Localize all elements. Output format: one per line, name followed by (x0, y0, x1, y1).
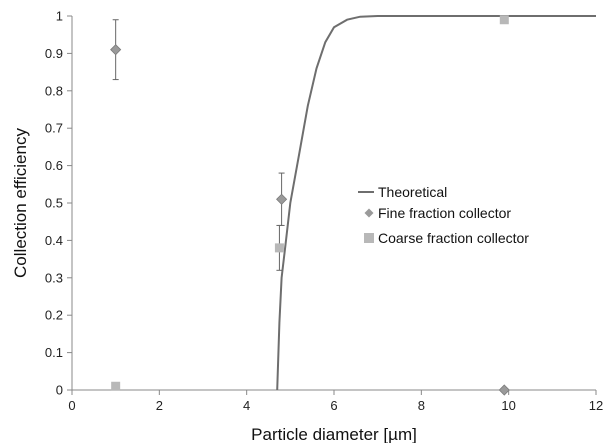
legend-swatch-coarse (364, 233, 374, 243)
legend: Theoretical Fine fraction collector Coar… (358, 184, 529, 246)
x-tick-label: 8 (418, 398, 425, 413)
y-tick-label: 0.4 (45, 233, 63, 248)
y-axis-title: Collection efficiency (11, 128, 30, 278)
x-axis-title: Particle diameter [µm] (251, 425, 417, 443)
x-tick-label: 10 (501, 398, 515, 413)
coarse-fraction-point (111, 381, 121, 391)
x-tick-label: 6 (330, 398, 337, 413)
axes (71, 16, 596, 391)
x-tick-label: 2 (156, 398, 163, 413)
legend-label-fine: Fine fraction collector (378, 205, 511, 221)
y-tick-label: 0.2 (45, 308, 63, 323)
coarse-fraction-point (499, 15, 509, 25)
y-tick-label: 0.3 (45, 270, 63, 285)
x-tick-label: 12 (589, 398, 603, 413)
fine-fraction-point (276, 193, 288, 205)
fine-fraction-point (110, 44, 122, 56)
y-tick-label: 0.8 (45, 83, 63, 98)
y-tick-label: 0.7 (45, 121, 63, 136)
legend-swatch-fine (364, 208, 374, 218)
y-tick-label: 0.6 (45, 158, 63, 173)
y-tick-label: 0.1 (45, 345, 63, 360)
x-axis-ticks: 0 2 4 6 8 10 12 (68, 390, 603, 413)
theoretical-curve (276, 15, 596, 391)
x-tick-label: 4 (243, 398, 250, 413)
coarse-fraction-point (274, 243, 284, 253)
y-tick-label: 0.9 (45, 46, 63, 61)
x-tick-label: 0 (68, 398, 75, 413)
legend-label-theoretical: Theoretical (378, 184, 447, 200)
fine-fraction-point (498, 384, 510, 396)
y-tick-label: 0.5 (45, 196, 63, 211)
plot-area (110, 15, 596, 396)
y-tick-label: 1 (56, 9, 63, 24)
y-tick-label: 0 (56, 383, 63, 398)
y-axis-ticks: 0 0.1 0.2 0.3 0.4 0.5 0.6 0.7 0.8 0.9 1 (45, 9, 72, 398)
legend-label-coarse: Coarse fraction collector (378, 230, 529, 246)
